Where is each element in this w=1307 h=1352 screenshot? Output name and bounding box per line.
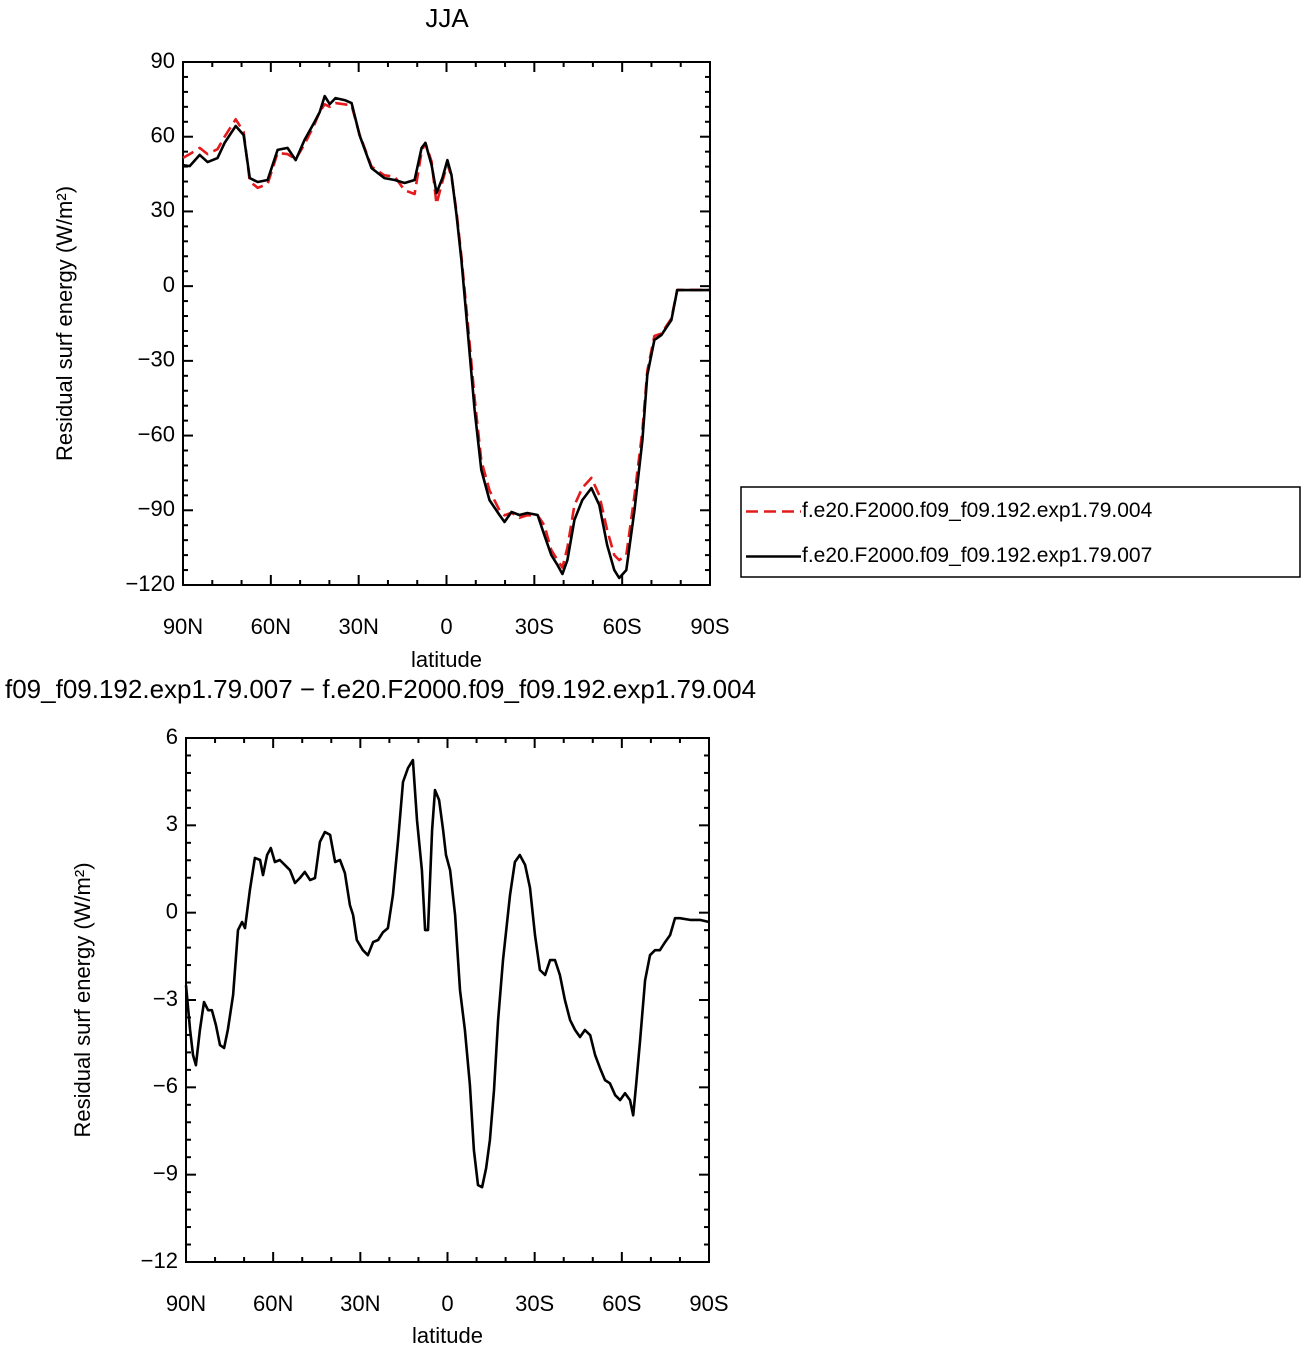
x-tick-label: 30S (515, 1291, 554, 1316)
y-tick-label: −9 (153, 1160, 178, 1185)
data-line (182, 101, 710, 569)
data-line (184, 758, 710, 1189)
y-tick-label: 6 (166, 724, 178, 749)
x-tick-label: 90N (166, 1291, 206, 1316)
y-tick-label: −6 (153, 1073, 178, 1098)
x-axis-label: latitude (411, 647, 482, 672)
y-tick-label: −90 (138, 496, 175, 521)
x-tick-label: 60N (253, 1291, 293, 1316)
y-tick-label: 3 (166, 811, 178, 836)
x-axis-label: latitude (412, 1323, 483, 1348)
y-tick-label: −12 (141, 1248, 178, 1273)
chart-title: JJA (425, 3, 469, 33)
legend-label: f.e20.F2000.f09_f09.192.exp1.79.004 (802, 499, 1153, 522)
y-tick-label: 90 (151, 48, 175, 73)
x-tick-label: 60S (603, 614, 642, 639)
y-tick-label: 0 (166, 898, 178, 923)
plot-frame (182, 61, 711, 586)
y-tick-label: −120 (125, 571, 175, 596)
x-tick-label: 90N (163, 614, 203, 639)
x-tick-label: 90S (690, 614, 729, 639)
y-axis-label: Residual surf energy (W/m²) (70, 862, 95, 1137)
x-tick-label: 30N (340, 1291, 380, 1316)
data-line (182, 94, 710, 580)
y-tick-label: −30 (138, 347, 175, 372)
y-tick-label: 30 (151, 197, 175, 222)
x-tick-label: 30S (515, 614, 554, 639)
x-tick-label: 90S (689, 1291, 728, 1316)
y-tick-label: −60 (138, 421, 175, 446)
chart-title: f09_f09.192.exp1.79.007 − f.e20.F2000.f0… (5, 674, 756, 704)
x-tick-label: 0 (440, 614, 452, 639)
plot-frame (185, 737, 710, 1263)
y-tick-label: −3 (153, 986, 178, 1011)
legend-label: f.e20.F2000.f09_f09.192.exp1.79.007 (802, 544, 1152, 567)
x-tick-label: 30N (338, 614, 378, 639)
y-axis-label: Residual surf energy (W/m²) (52, 186, 77, 461)
legend-box (740, 486, 1301, 578)
y-tick-label: 60 (151, 123, 175, 148)
x-tick-label: 60N (251, 614, 291, 639)
y-tick-label: 0 (163, 272, 175, 297)
x-tick-label: 0 (441, 1291, 453, 1316)
x-tick-label: 60S (602, 1291, 641, 1316)
